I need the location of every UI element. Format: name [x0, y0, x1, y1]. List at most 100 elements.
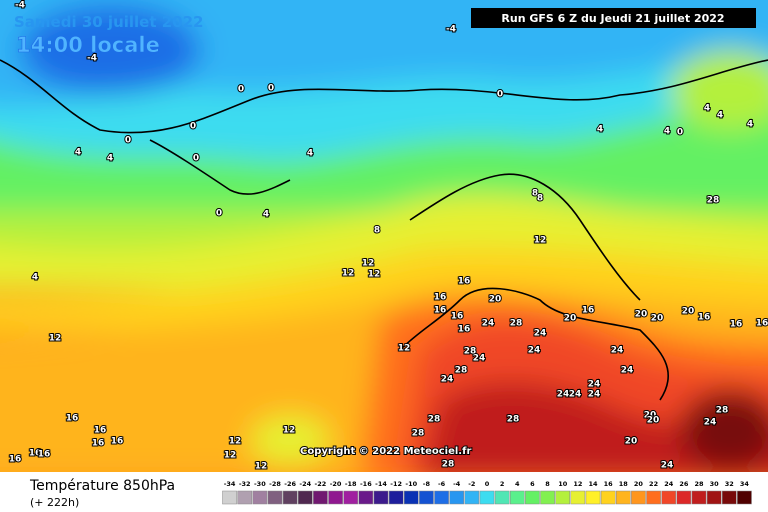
scale-tick-label: 30	[710, 480, 720, 488]
contour-label: 0	[125, 136, 131, 146]
scale-color-box	[661, 490, 677, 505]
contour-label: 24	[534, 329, 547, 339]
contour-label: 16	[111, 437, 124, 447]
scale-color-box	[419, 490, 434, 505]
contour-label: 16	[434, 306, 447, 316]
scale-color-box	[479, 490, 495, 505]
contour-label: 4	[263, 210, 269, 220]
contour-label: 16	[94, 426, 107, 436]
scale-color-box	[737, 490, 752, 505]
scale-color-box	[403, 490, 419, 505]
scale-tick-label: 6	[530, 480, 535, 488]
contour-label: 24	[661, 461, 674, 471]
contour-label: 0	[268, 84, 274, 94]
contour-label: 24	[588, 390, 601, 400]
contour-label: 16	[698, 313, 711, 323]
contour-label: 24	[441, 375, 454, 385]
scale-tick-label: 16	[604, 480, 614, 488]
scale-color-box	[494, 490, 510, 505]
scale-color-box	[600, 490, 616, 505]
contour-label: 12	[229, 437, 242, 447]
contour-label: 20	[564, 314, 577, 324]
scale-tick-label: 0	[485, 480, 490, 488]
contour-label: 28	[428, 415, 441, 425]
scale-tick-label: 2	[500, 480, 505, 488]
contour-label: 4	[747, 120, 753, 130]
scale-tick-label: 22	[649, 480, 658, 488]
scale-color-box	[615, 490, 631, 505]
scale-tick-label: 8	[545, 480, 550, 488]
scale-tick-label: -2	[468, 480, 475, 488]
scale-tick-label: 12	[573, 480, 582, 488]
scale-color-box	[525, 490, 540, 505]
contour-label: -4	[15, 1, 25, 11]
contour-label: 0	[677, 128, 683, 138]
contour-label: 0	[193, 154, 199, 164]
scale-tick-label: 26	[679, 480, 689, 488]
scale-tick-label: -18	[345, 480, 357, 488]
scale-tick-label: -4	[453, 480, 461, 488]
contour-label: 16	[730, 320, 743, 330]
contour-label: 12	[255, 462, 268, 472]
contour-label: 24	[621, 366, 634, 376]
contour-label: 16	[92, 439, 105, 449]
contour-label: 8	[374, 226, 380, 236]
scale-tick-label: 28	[694, 480, 704, 488]
scale-color-box	[540, 490, 555, 505]
contour-label: 20	[625, 437, 638, 447]
contour-label: 24	[611, 346, 624, 356]
contour-label: 12	[534, 236, 547, 246]
scale-color-box	[464, 490, 480, 505]
scale-color-box	[691, 490, 707, 505]
contour-label: 12	[224, 451, 237, 461]
scale-color-box	[585, 490, 601, 505]
scale-tick-label: -10	[405, 480, 417, 488]
contour-label: 28	[412, 429, 425, 439]
contour-label: 24	[482, 319, 495, 329]
contour-label: 20	[682, 307, 695, 317]
contour-label: 24	[569, 390, 582, 400]
contour-label: 16	[582, 306, 595, 316]
scale-tick-label: 14	[588, 480, 598, 488]
contour-label: 16	[9, 455, 22, 465]
contour-label: 4	[75, 148, 81, 158]
contour-label: 20	[635, 310, 648, 320]
scale-color-box	[631, 490, 646, 505]
contour-label: 16	[38, 450, 51, 460]
scale-tick-label: -14	[375, 480, 387, 488]
run-banner	[471, 8, 756, 28]
scale-color-box	[555, 490, 571, 505]
scale-color-box	[237, 490, 253, 505]
contour-label: 12	[283, 426, 296, 436]
scale-tick-label: -6	[438, 480, 446, 488]
contour-label: 20	[489, 295, 502, 305]
scale-tick-label: -26	[284, 480, 296, 488]
scale-color-box	[449, 490, 465, 505]
coastlines	[0, 59, 768, 401]
scale-tick-label: -8	[423, 480, 431, 488]
scale-tick-label: 10	[558, 480, 568, 488]
scale-color-box	[297, 490, 313, 505]
contour-label: 28	[442, 460, 455, 470]
contour-label: 28	[507, 415, 520, 425]
scale-color-box	[328, 490, 343, 505]
scale-color-box	[252, 490, 268, 505]
contour-label: 28	[510, 319, 523, 329]
forecast-time: 14:00 locale	[16, 33, 160, 57]
contour-label: 0	[216, 209, 222, 219]
contour-label: 4	[664, 127, 670, 137]
contour-label: 16	[756, 319, 768, 329]
contour-label: 8	[537, 194, 543, 204]
contour-label: 16	[29, 449, 42, 459]
contour-label: 20	[651, 314, 664, 324]
scale-color-box	[676, 490, 692, 505]
contour-label: 24	[557, 390, 570, 400]
contour-label: 24	[473, 354, 486, 364]
contour-label: 24	[588, 380, 601, 390]
scale-tick-label: -28	[269, 480, 281, 488]
scale-color-box	[267, 490, 283, 505]
contour-label: 12	[368, 270, 381, 280]
contour-label: 4	[597, 125, 603, 135]
